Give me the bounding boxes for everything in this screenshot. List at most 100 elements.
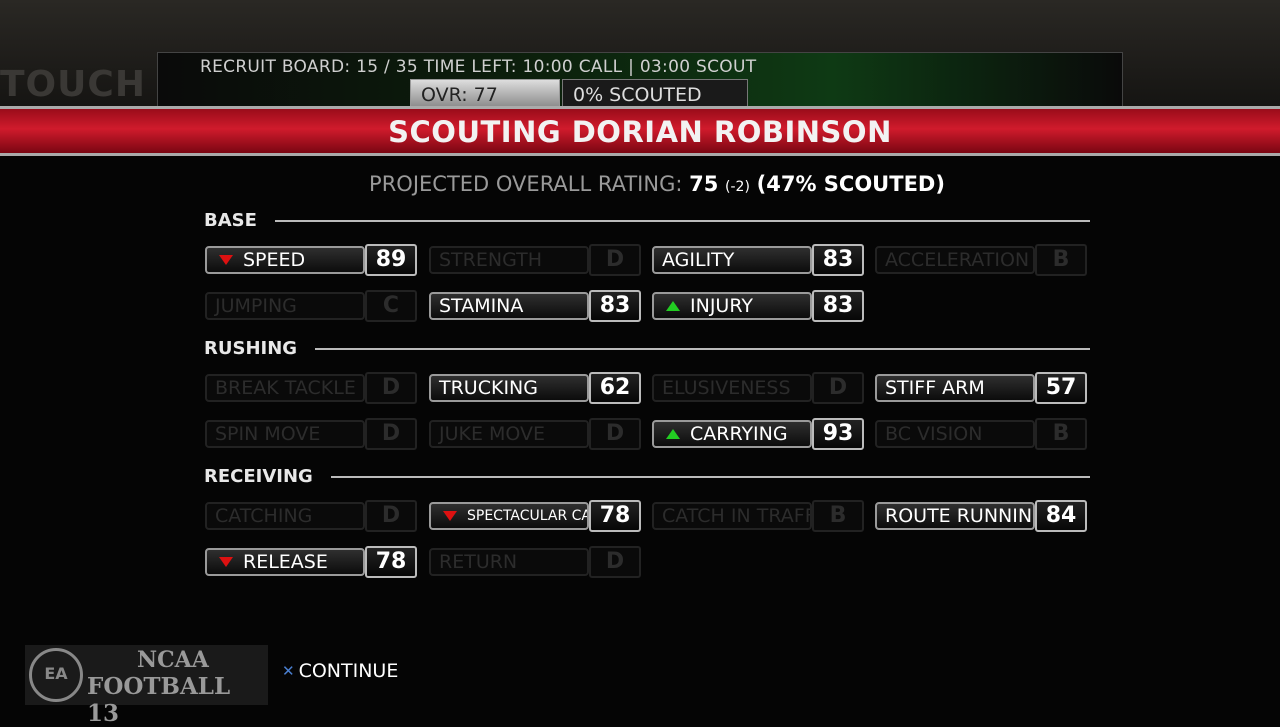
stat-label: ROUTE RUNNING bbox=[885, 505, 1035, 527]
stat-label: CATCH IN TRAFFIC bbox=[662, 505, 810, 527]
recruit-board-status: RECRUIT BOARD: 15 / 35 TIME LEFT: 10:00 … bbox=[200, 57, 757, 77]
stat-label-box: STRENGTH bbox=[429, 246, 589, 274]
arrow-down-icon bbox=[443, 511, 457, 521]
game-logo: EA NCAA FOOTBALL 13 bbox=[25, 645, 268, 727]
stat-bc-vision[interactable]: BC VISION B bbox=[875, 418, 1087, 450]
stat-elusiveness[interactable]: ELUSIVENESS D bbox=[652, 372, 864, 404]
stat-label: INJURY bbox=[690, 295, 753, 317]
stat-jumping[interactable]: JUMPING C bbox=[205, 290, 417, 322]
stat-label-box: SPEED bbox=[205, 246, 365, 274]
stat-value: B bbox=[812, 500, 864, 532]
stat-label: ACCELERATION bbox=[885, 249, 1030, 271]
stat-value: D bbox=[812, 372, 864, 404]
stat-label: BC VISION bbox=[885, 423, 983, 445]
stat-label: RETURN bbox=[439, 551, 518, 573]
stat-catching[interactable]: CATCHING D bbox=[205, 500, 417, 532]
section-header-rushing: RUSHING bbox=[204, 338, 1090, 359]
stat-label-box: BC VISION bbox=[875, 420, 1035, 448]
stat-label: BREAK TACKLE bbox=[215, 377, 356, 399]
stat-return[interactable]: RETURN D bbox=[429, 546, 641, 578]
stat-acceleration[interactable]: ACCELERATION B bbox=[875, 244, 1087, 276]
background-touch-text: TOUCH bbox=[0, 64, 146, 105]
game-title-line1: NCAA bbox=[137, 647, 209, 673]
game-title-line2: FOOTBALL 13 bbox=[87, 673, 231, 727]
stat-label-box: CARRYING bbox=[652, 420, 812, 448]
stat-spin-move[interactable]: SPIN MOVE D bbox=[205, 418, 417, 450]
section-title: RECEIVING bbox=[204, 466, 313, 487]
stat-agility[interactable]: AGILITY 83 bbox=[652, 244, 864, 276]
stat-strength[interactable]: STRENGTH D bbox=[429, 244, 641, 276]
arrow-up-icon bbox=[666, 429, 680, 439]
section-divider bbox=[315, 347, 1090, 350]
stat-label-box: STAMINA bbox=[429, 292, 589, 320]
section-title: RUSHING bbox=[204, 338, 298, 359]
stat-label-box: JUMPING bbox=[205, 292, 365, 320]
stat-value: D bbox=[365, 418, 417, 450]
stat-label: STIFF ARM bbox=[885, 377, 985, 399]
stat-speed[interactable]: SPEED 89 bbox=[205, 244, 417, 276]
stat-catch-in-traffic[interactable]: CATCH IN TRAFFICB bbox=[652, 500, 864, 532]
continue-button[interactable]: ✕ CONTINUE bbox=[282, 660, 398, 682]
stat-value: 62 bbox=[589, 372, 641, 404]
stat-label: TRUCKING bbox=[439, 377, 538, 399]
stat-stamina[interactable]: STAMINA 83 bbox=[429, 290, 641, 322]
stat-carrying[interactable]: CARRYING 93 bbox=[652, 418, 864, 450]
stat-label-box: ELUSIVENESS bbox=[652, 374, 812, 402]
stat-label: STAMINA bbox=[439, 295, 524, 317]
title-banner: SCOUTING DORIAN ROBINSON bbox=[0, 106, 1280, 156]
stat-value: D bbox=[589, 546, 641, 578]
stat-value: 93 bbox=[812, 418, 864, 450]
scouted-percent: 0% SCOUTED bbox=[562, 79, 748, 109]
stat-label-box: TRUCKING bbox=[429, 374, 589, 402]
stat-injury[interactable]: INJURY 83 bbox=[652, 290, 864, 322]
stat-label-box: INJURY bbox=[652, 292, 812, 320]
ovr-rating: OVR: 77 bbox=[410, 79, 560, 109]
stat-value: 78 bbox=[365, 546, 417, 578]
stat-label-box: ACCELERATION bbox=[875, 246, 1035, 274]
stat-label: JUKE MOVE bbox=[439, 423, 546, 445]
stat-value: D bbox=[589, 418, 641, 450]
stat-label-box: CATCH IN TRAFFIC bbox=[652, 502, 812, 530]
stat-label-box: AGILITY bbox=[652, 246, 812, 274]
section-header-receiving: RECEIVING bbox=[204, 466, 1090, 487]
stat-route-running[interactable]: ROUTE RUNNING 84 bbox=[875, 500, 1087, 532]
stat-label-box: SPIN MOVE bbox=[205, 420, 365, 448]
stat-value: 89 bbox=[365, 244, 417, 276]
section-divider bbox=[330, 475, 1090, 478]
stat-label-box: ROUTE RUNNING bbox=[875, 502, 1035, 530]
stat-label: AGILITY bbox=[662, 249, 735, 271]
stat-value: D bbox=[589, 244, 641, 276]
stat-spectacular-catch[interactable]: SPECTACULAR CATCH78 bbox=[429, 500, 641, 532]
continue-label: CONTINUE bbox=[298, 660, 399, 682]
arrow-down-icon bbox=[219, 557, 233, 567]
stat-value: 84 bbox=[1035, 500, 1087, 532]
projected-label: PROJECTED OVERALL RATING: bbox=[369, 172, 683, 196]
section-title: BASE bbox=[204, 210, 257, 231]
stat-value: C bbox=[365, 290, 417, 322]
page-title: SCOUTING DORIAN ROBINSON bbox=[388, 115, 892, 149]
stat-label: CATCHING bbox=[215, 505, 313, 527]
stat-stiff-arm[interactable]: STIFF ARM 57 bbox=[875, 372, 1087, 404]
stat-label-box: RETURN bbox=[429, 548, 589, 576]
stat-break-tackle[interactable]: BREAK TACKLE D bbox=[205, 372, 417, 404]
stat-release[interactable]: RELEASE 78 bbox=[205, 546, 417, 578]
stat-label: SPEED bbox=[243, 249, 306, 271]
stat-value: B bbox=[1035, 244, 1087, 276]
projected-rating: PROJECTED OVERALL RATING: 75 (-2) (47% S… bbox=[0, 172, 1280, 196]
stat-value: 83 bbox=[589, 290, 641, 322]
stat-label-box: JUKE MOVE bbox=[429, 420, 589, 448]
arrow-up-icon bbox=[666, 301, 680, 311]
projected-value: 75 bbox=[689, 172, 719, 196]
stat-label: CARRYING bbox=[690, 423, 788, 445]
stat-label-box: RELEASE bbox=[205, 548, 365, 576]
ea-sports-logo: EA bbox=[29, 648, 83, 702]
stat-label-box: STIFF ARM bbox=[875, 374, 1035, 402]
stat-value: B bbox=[1035, 418, 1087, 450]
stat-juke-move[interactable]: JUKE MOVE D bbox=[429, 418, 641, 450]
projected-scouted: (47% SCOUTED) bbox=[756, 172, 945, 196]
x-button-icon: ✕ bbox=[282, 662, 295, 680]
stat-trucking[interactable]: TRUCKING 62 bbox=[429, 372, 641, 404]
projected-delta: (-2) bbox=[725, 179, 750, 195]
section-header-base: BASE bbox=[204, 210, 1090, 231]
stat-label: JUMPING bbox=[215, 295, 297, 317]
